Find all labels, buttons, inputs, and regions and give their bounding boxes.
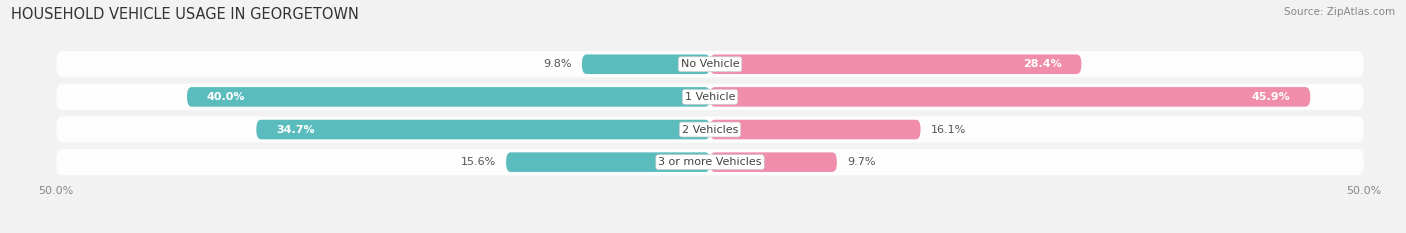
Text: 9.8%: 9.8% [543,59,571,69]
FancyBboxPatch shape [710,152,837,172]
Text: 28.4%: 28.4% [1024,59,1062,69]
Text: 45.9%: 45.9% [1251,92,1291,102]
FancyBboxPatch shape [710,120,921,139]
FancyBboxPatch shape [56,84,1364,110]
Text: 2 Vehicles: 2 Vehicles [682,124,738,134]
FancyBboxPatch shape [256,120,710,139]
Text: 1 Vehicle: 1 Vehicle [685,92,735,102]
FancyBboxPatch shape [56,51,1364,77]
Text: 16.1%: 16.1% [931,124,966,134]
Text: 3 or more Vehicles: 3 or more Vehicles [658,157,762,167]
FancyBboxPatch shape [56,116,1364,143]
Text: 34.7%: 34.7% [276,124,315,134]
Text: HOUSEHOLD VEHICLE USAGE IN GEORGETOWN: HOUSEHOLD VEHICLE USAGE IN GEORGETOWN [11,7,359,22]
FancyBboxPatch shape [506,152,710,172]
FancyBboxPatch shape [187,87,710,107]
FancyBboxPatch shape [582,55,710,74]
FancyBboxPatch shape [56,149,1364,175]
Text: Source: ZipAtlas.com: Source: ZipAtlas.com [1284,7,1395,17]
Text: 40.0%: 40.0% [207,92,245,102]
Text: 15.6%: 15.6% [460,157,495,167]
Text: 9.7%: 9.7% [848,157,876,167]
FancyBboxPatch shape [710,87,1310,107]
FancyBboxPatch shape [710,55,1081,74]
Text: No Vehicle: No Vehicle [681,59,740,69]
